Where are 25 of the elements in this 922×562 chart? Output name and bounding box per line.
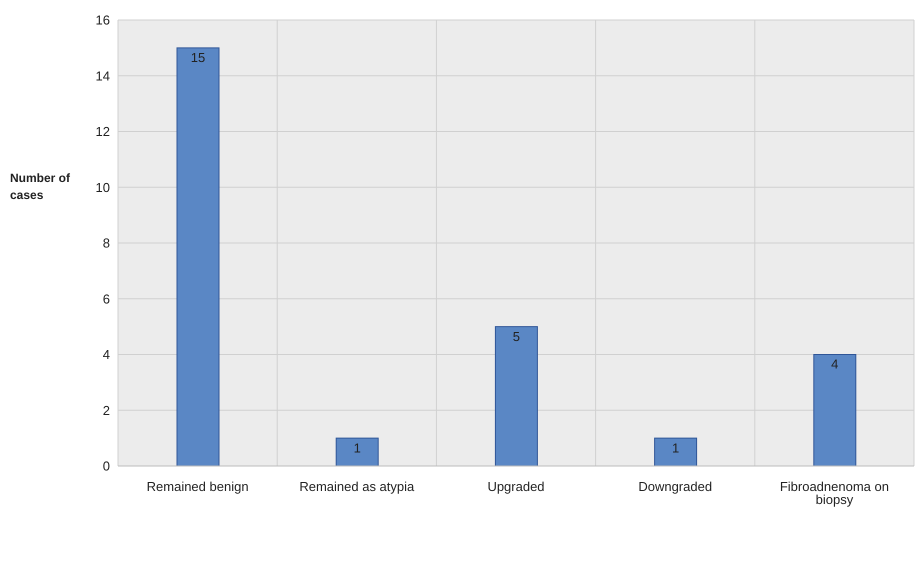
y-axis-title: Number of cases [10,170,71,204]
x-tick-label: Downgraded [638,479,712,494]
bar [336,438,379,466]
bar [813,354,856,466]
data-label: 15 [190,50,206,66]
y-tick-label: 14 [96,68,110,84]
x-tick-label: Upgraded [487,479,545,494]
y-tick-label: 2 [102,402,110,418]
y-tick-label: 0 [102,458,110,474]
y-tick-label: 10 [96,180,110,195]
y-tick-label: 8 [102,236,110,251]
data-label: 1 [672,440,680,456]
data-label: 5 [512,328,520,344]
bar [494,326,538,466]
y-tick-label: 12 [96,124,110,140]
data-label: 4 [831,356,838,372]
x-tick-label: Fibroadnenoma on biopsy [780,479,889,508]
x-tick-label: Remained benign [146,479,249,494]
y-tick-label: 4 [102,347,110,362]
bar [176,47,220,466]
y-tick-label: 16 [96,12,110,28]
x-tick-label: Remained as atypia [299,479,416,494]
y-tick-label: 6 [102,291,110,306]
bar [654,438,698,466]
data-label: 1 [354,440,361,456]
